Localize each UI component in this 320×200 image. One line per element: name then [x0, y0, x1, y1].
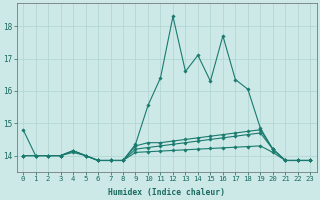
X-axis label: Humidex (Indice chaleur): Humidex (Indice chaleur)	[108, 188, 225, 197]
